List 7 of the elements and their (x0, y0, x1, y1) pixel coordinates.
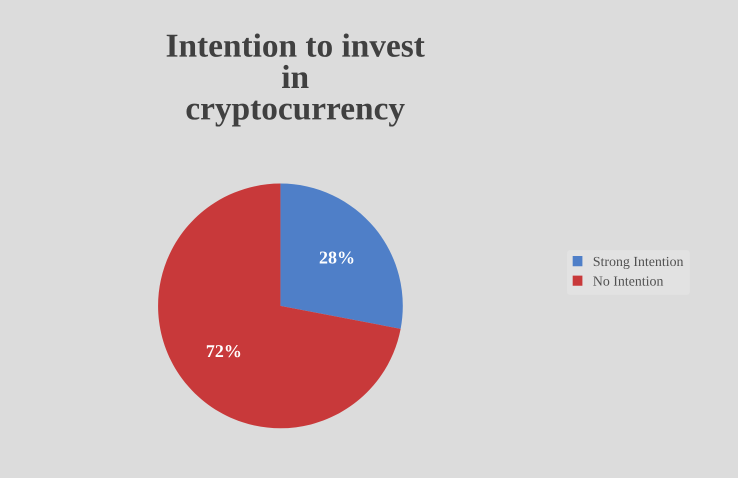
legend-label: No Intention (593, 276, 664, 286)
data-label: 72% (206, 345, 240, 358)
chart-title: Intention to invest in cryptocurrency (166, 33, 425, 127)
pie-slice (158, 184, 401, 428)
pie-slice (280, 184, 403, 329)
data-label: 28% (320, 251, 354, 264)
legend-label: Strong Intention (594, 256, 684, 270)
